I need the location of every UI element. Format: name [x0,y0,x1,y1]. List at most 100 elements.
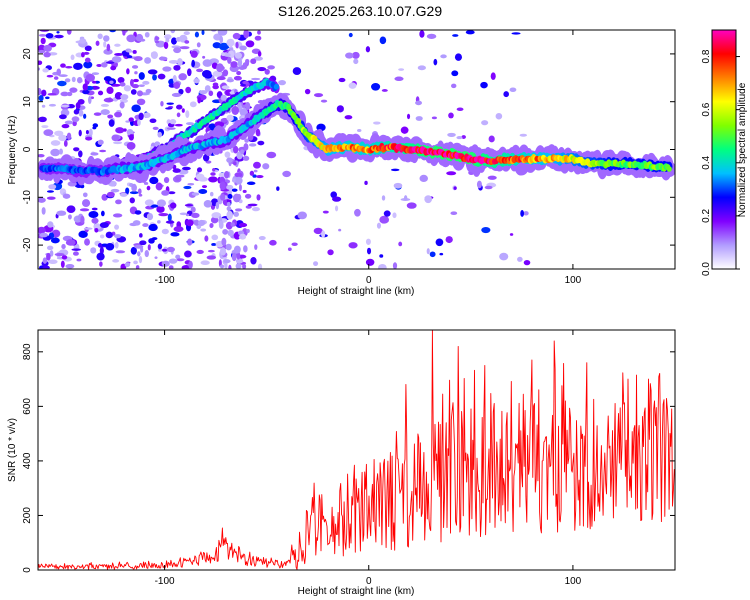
noise-speckle [448,112,454,119]
noise-speckle [48,103,57,107]
noise-speckle [244,193,252,199]
noise-speckle [212,167,216,172]
noise-speckle [125,120,131,123]
noise-speckle [242,62,248,70]
noise-speckle [58,134,67,142]
noise-speckle [100,109,110,116]
noise-speckle [134,210,142,215]
noise-speckle [225,89,231,96]
noise-speckle [183,31,190,36]
noise-speckle [70,54,75,61]
snr-panel: -100 0 100 0 200 400 600 800 Height of straight… [7,329,676,597]
noise-speckle [97,139,104,145]
noise-speckle [99,234,105,239]
noise-speckle [196,68,204,73]
noise-speckle [163,41,169,50]
noise-speckle [38,94,44,102]
noise-speckle [453,186,457,190]
noise-speckle [454,53,463,61]
noise-speckle [99,261,103,267]
noise-speckle [209,191,214,197]
noise-speckle [224,170,230,179]
noise-speckle [357,128,362,132]
noise-speckle [199,90,208,95]
noise-speckle [210,172,216,176]
snr-ytick-label: 200 [22,507,33,524]
noise-speckle [216,76,226,81]
noise-speckle [233,211,239,217]
noise-speckle [97,33,103,40]
noise-speckle [176,258,185,262]
noise-speckle [158,56,168,61]
noise-speckle [54,130,64,137]
noise-speckle [43,51,51,58]
noise-speckle [366,247,372,255]
noise-speckle [445,236,453,244]
noise-speckle [138,112,144,121]
noise-speckle [238,222,248,228]
noise-speckle [243,143,249,151]
noise-speckle [431,116,437,120]
noise-speckle [419,174,428,183]
spectrogram-ytick-label: -10 [22,190,33,205]
noise-speckle [179,46,190,50]
noise-speckle [114,43,121,47]
noise-speckle [113,141,123,145]
noise-speckle [243,30,250,39]
noise-speckle [398,241,403,247]
noise-speckle [224,151,231,158]
noise-speckle [254,244,258,250]
noise-speckle [223,53,231,57]
noise-speckle [66,132,72,140]
noise-speckle [330,191,338,199]
noise-speckle [198,189,208,195]
noise-speckle [227,193,233,199]
noise-speckle [212,70,223,77]
noise-speckle [433,58,438,66]
noise-speckle [245,58,250,64]
noise-speckle [146,185,151,191]
noise-speckle [56,31,60,34]
noise-speckle [103,41,107,48]
noise-speckle [381,89,388,92]
noise-speckle [97,90,104,96]
noise-speckle [80,215,85,224]
colorbar-ticks: 0.0 0.2 0.4 0.6 0.8 [701,49,740,276]
noise-speckle [149,118,157,124]
noise-speckle [41,125,49,128]
noise-speckle [503,91,509,98]
noise-speckle [381,195,386,201]
noise-speckle [103,76,112,82]
noise-speckle [65,239,76,246]
noise-speckle [108,119,115,127]
noise-speckle [152,74,157,81]
noise-speckle [155,182,163,191]
noise-speckle [222,228,229,235]
noise-speckle [419,30,425,38]
noise-speckle [166,246,175,253]
noise-speckle [450,211,458,215]
noise-speckle [235,176,243,185]
noise-speckle [75,102,81,110]
noise-speckle [131,183,137,192]
noise-speckle [379,215,390,224]
noise-speckle [111,134,119,142]
noise-speckle [233,161,237,166]
noise-speckle [406,113,411,120]
noise-speckle [379,254,384,258]
noise-speckle [258,235,266,241]
noise-speckle [217,30,228,36]
noise-speckle [101,62,108,68]
noise-speckle [138,193,143,197]
noise-speckle [250,256,257,265]
noise-speckle [224,261,228,269]
noise-speckle [71,116,80,123]
noise-speckle [398,68,405,71]
noise-speckle [78,150,83,158]
noise-speckle [61,255,68,260]
noise-speckle [73,62,83,70]
noise-speckle [119,82,126,87]
noise-speckle [99,222,109,229]
noise-speckle [63,140,68,147]
noise-speckle [163,176,170,184]
